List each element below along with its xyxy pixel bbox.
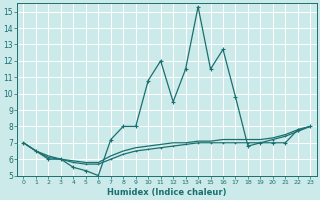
X-axis label: Humidex (Indice chaleur): Humidex (Indice chaleur) [107,188,227,197]
